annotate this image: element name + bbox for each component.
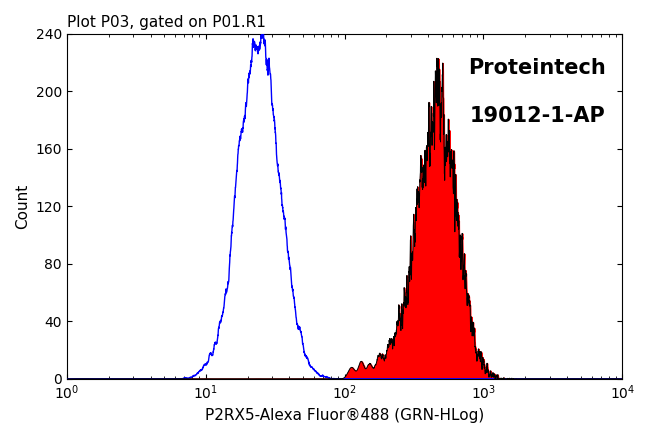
Text: Proteintech: Proteintech <box>468 58 606 78</box>
Text: Plot P03, gated on P01.R1: Plot P03, gated on P01.R1 <box>67 15 266 30</box>
Y-axis label: Count: Count <box>15 184 30 229</box>
Text: 19012-1-AP: 19012-1-AP <box>470 106 606 127</box>
X-axis label: P2RX5-Alexa Fluor®488 (GRN-HLog): P2RX5-Alexa Fluor®488 (GRN-HLog) <box>205 408 484 423</box>
